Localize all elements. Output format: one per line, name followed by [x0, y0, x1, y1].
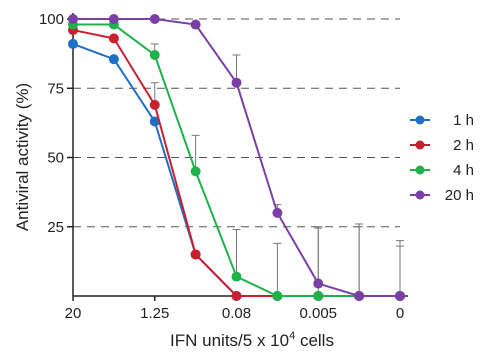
data-point	[231, 77, 242, 88]
data-point	[190, 166, 201, 177]
legend: 1 h 2 h 4 h 20 h	[410, 112, 474, 204]
legend-swatch-marker	[415, 165, 425, 175]
legend-label: 2 h	[453, 137, 474, 154]
x-axis-title: IFN units/5 x 104 cells	[170, 330, 334, 350]
data-point	[231, 271, 242, 282]
data-point	[108, 14, 119, 24]
legend-swatch-marker	[415, 190, 425, 200]
data-point	[108, 54, 119, 65]
y-tick-label: 100	[39, 11, 64, 28]
legend-label: 20 h	[445, 187, 474, 204]
y-tick-labels: 25 50 75 100	[39, 11, 64, 236]
x-axis-title-superscript: 4	[289, 330, 295, 342]
legend-swatch-marker	[415, 115, 425, 125]
x-tick-labels: 20 1.25 0.08 0.005 0	[65, 305, 405, 322]
legend-label: 4 h	[453, 162, 474, 179]
y-tick-label: 25	[47, 219, 64, 236]
x-tick-label: 1.25	[140, 305, 169, 322]
data-point	[313, 291, 324, 301]
data-point	[149, 99, 160, 110]
x-tick-label: 0	[396, 305, 404, 322]
x-tick-label: 20	[65, 305, 82, 322]
data-point	[395, 291, 405, 301]
data-point	[272, 291, 283, 301]
data-point	[149, 116, 160, 127]
data-point	[190, 19, 201, 30]
data-point	[231, 291, 242, 301]
series-lines	[68, 14, 405, 301]
x-axis-title-main: IFN units/5 x 10	[170, 331, 289, 350]
data-point	[68, 38, 78, 49]
legend-swatch-marker	[415, 140, 425, 150]
x-tick-label: 0.08	[222, 305, 251, 322]
data-point	[68, 14, 78, 24]
data-point	[108, 33, 119, 44]
data-point	[272, 207, 283, 218]
y-tick-label: 50	[47, 150, 64, 167]
y-axis-title: Antiviral activity (%)	[13, 83, 32, 231]
x-axis-title-tail: cells	[295, 331, 334, 350]
data-point	[190, 249, 201, 260]
x-tick-label: 0.005	[299, 305, 337, 322]
error-bars	[150, 43, 404, 296]
data-point	[149, 50, 160, 61]
y-tick-label: 75	[47, 80, 64, 97]
legend-label: 1 h	[453, 112, 474, 129]
data-point	[354, 291, 365, 301]
data-point	[149, 14, 160, 24]
gridlines	[73, 18, 400, 228]
data-point	[313, 278, 324, 289]
